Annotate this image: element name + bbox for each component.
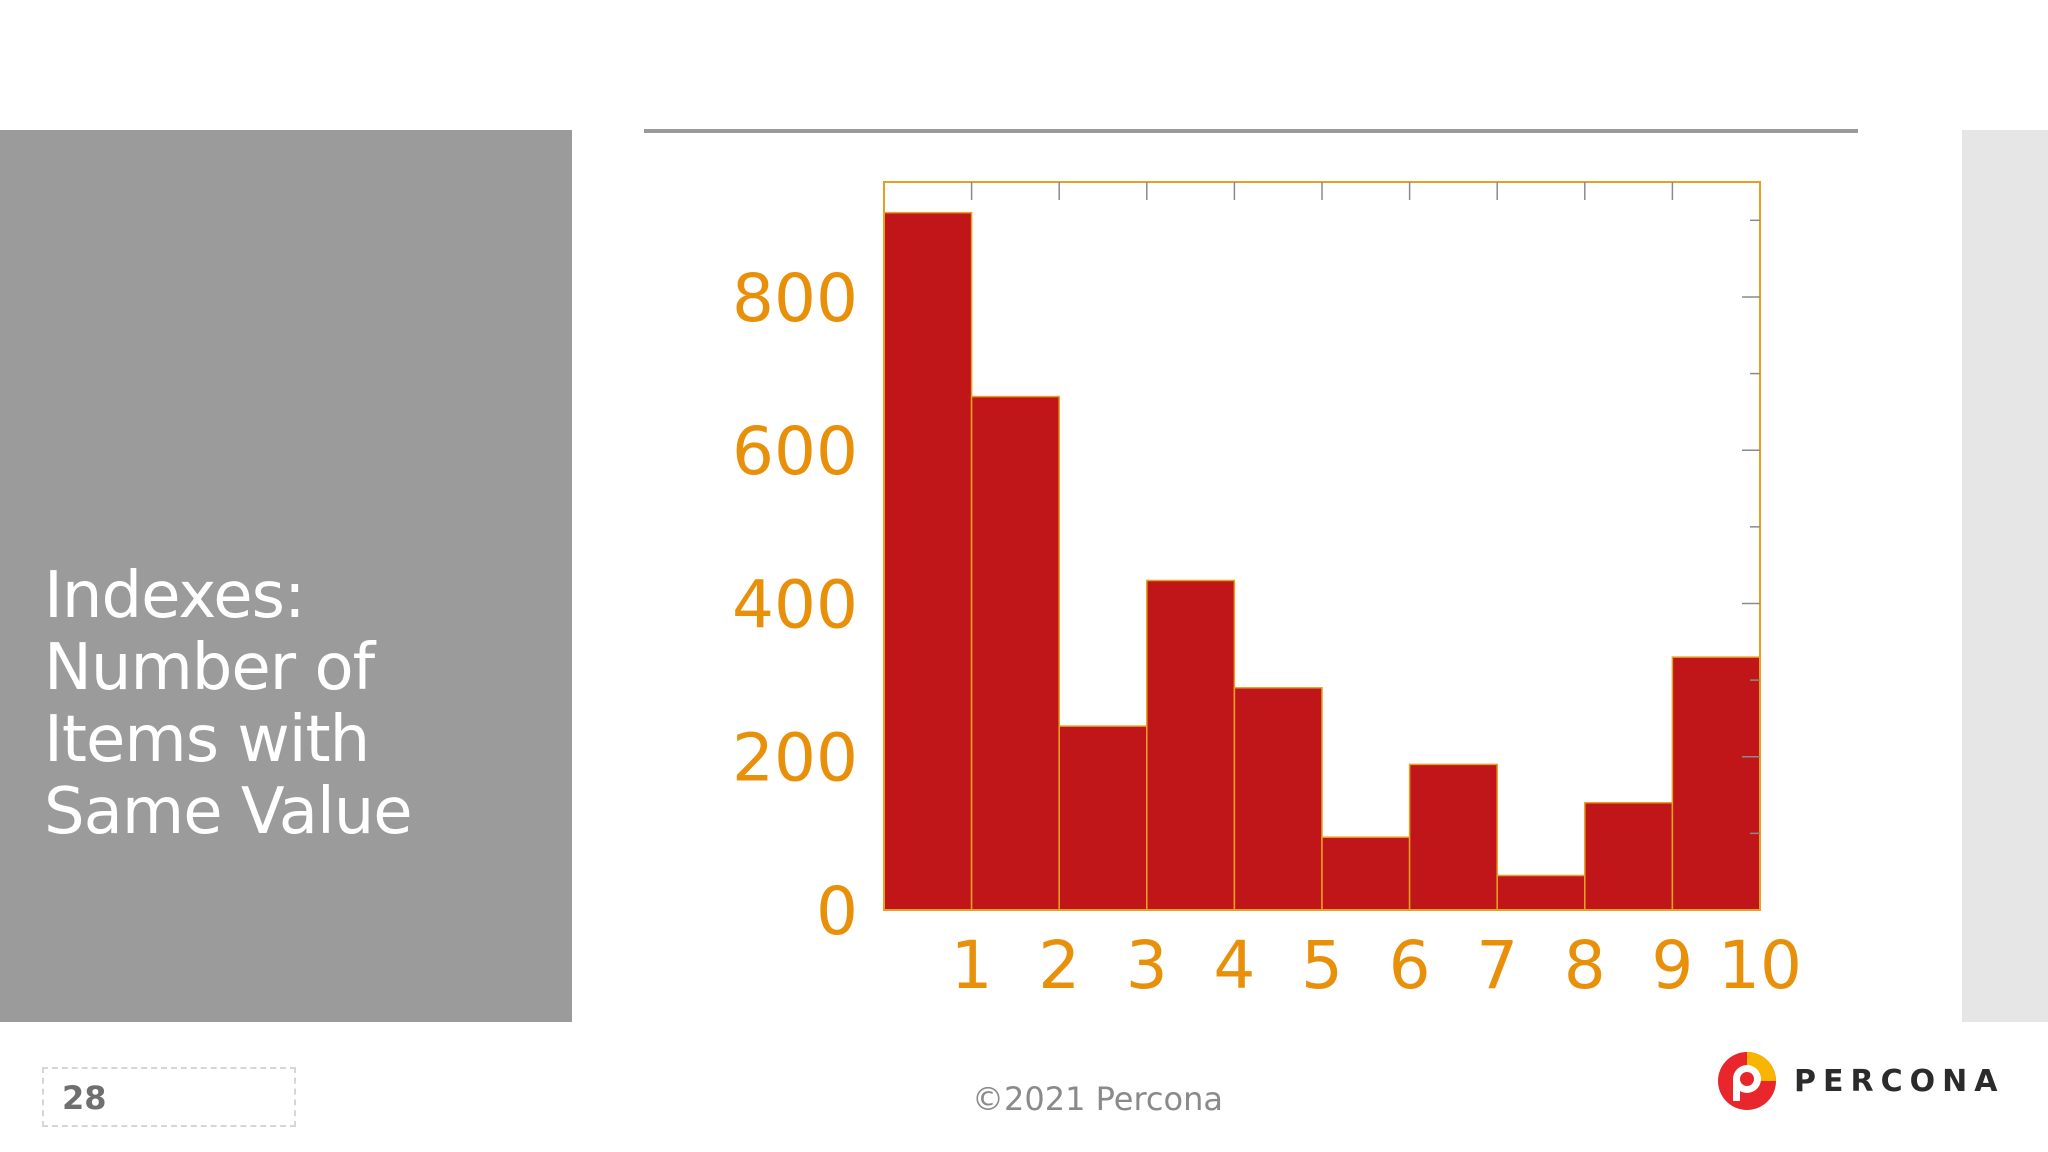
page-number: 28 (62, 1079, 107, 1117)
x-tick-label: 1 (951, 927, 993, 1004)
x-tick-label: 5 (1301, 927, 1343, 1004)
x-tick-label: 3 (1126, 927, 1168, 1004)
x-tick-label: 10 (1718, 927, 1802, 1004)
bar-7 (1408, 763, 1498, 911)
bar-5 (1233, 687, 1323, 911)
x-tick-label: 8 (1564, 927, 1606, 1004)
y-tick-label: 800 (732, 260, 858, 337)
bar-3 (1058, 725, 1148, 911)
header-rule (644, 129, 1858, 133)
x-tick-label: 6 (1389, 927, 1431, 1004)
bar-9 (1584, 801, 1674, 911)
bar-10 (1671, 656, 1761, 911)
brand-wordmark: PERCONA (1794, 1064, 2005, 1099)
bar-1 (883, 211, 973, 911)
title-panel: Indexes: Number of Items with Same Value (0, 130, 572, 1022)
bar-8 (1496, 874, 1586, 911)
x-tick-label: 9 (1651, 927, 1693, 1004)
bar-4 (1146, 579, 1236, 911)
y-tick-label: 0 (816, 873, 858, 950)
slide-title: Indexes: Number of Items with Same Value (44, 559, 413, 849)
side-panel (1962, 130, 2048, 1022)
y-tick-label: 400 (732, 566, 858, 643)
x-tick-label: 7 (1476, 927, 1518, 1004)
percona-logo-icon (1718, 1052, 1776, 1110)
percona-logo: PERCONA (1716, 1050, 2026, 1116)
x-tick-label: 4 (1213, 927, 1255, 1004)
bar-6 (1321, 836, 1411, 911)
x-tick-label: 2 (1038, 927, 1080, 1004)
copyright-notice: ©2021 Percona (972, 1080, 1223, 1118)
bar-2 (970, 395, 1060, 911)
y-tick-label: 600 (732, 413, 858, 490)
page-number-box: 28 (42, 1067, 296, 1127)
y-tick-label: 200 (732, 720, 858, 797)
